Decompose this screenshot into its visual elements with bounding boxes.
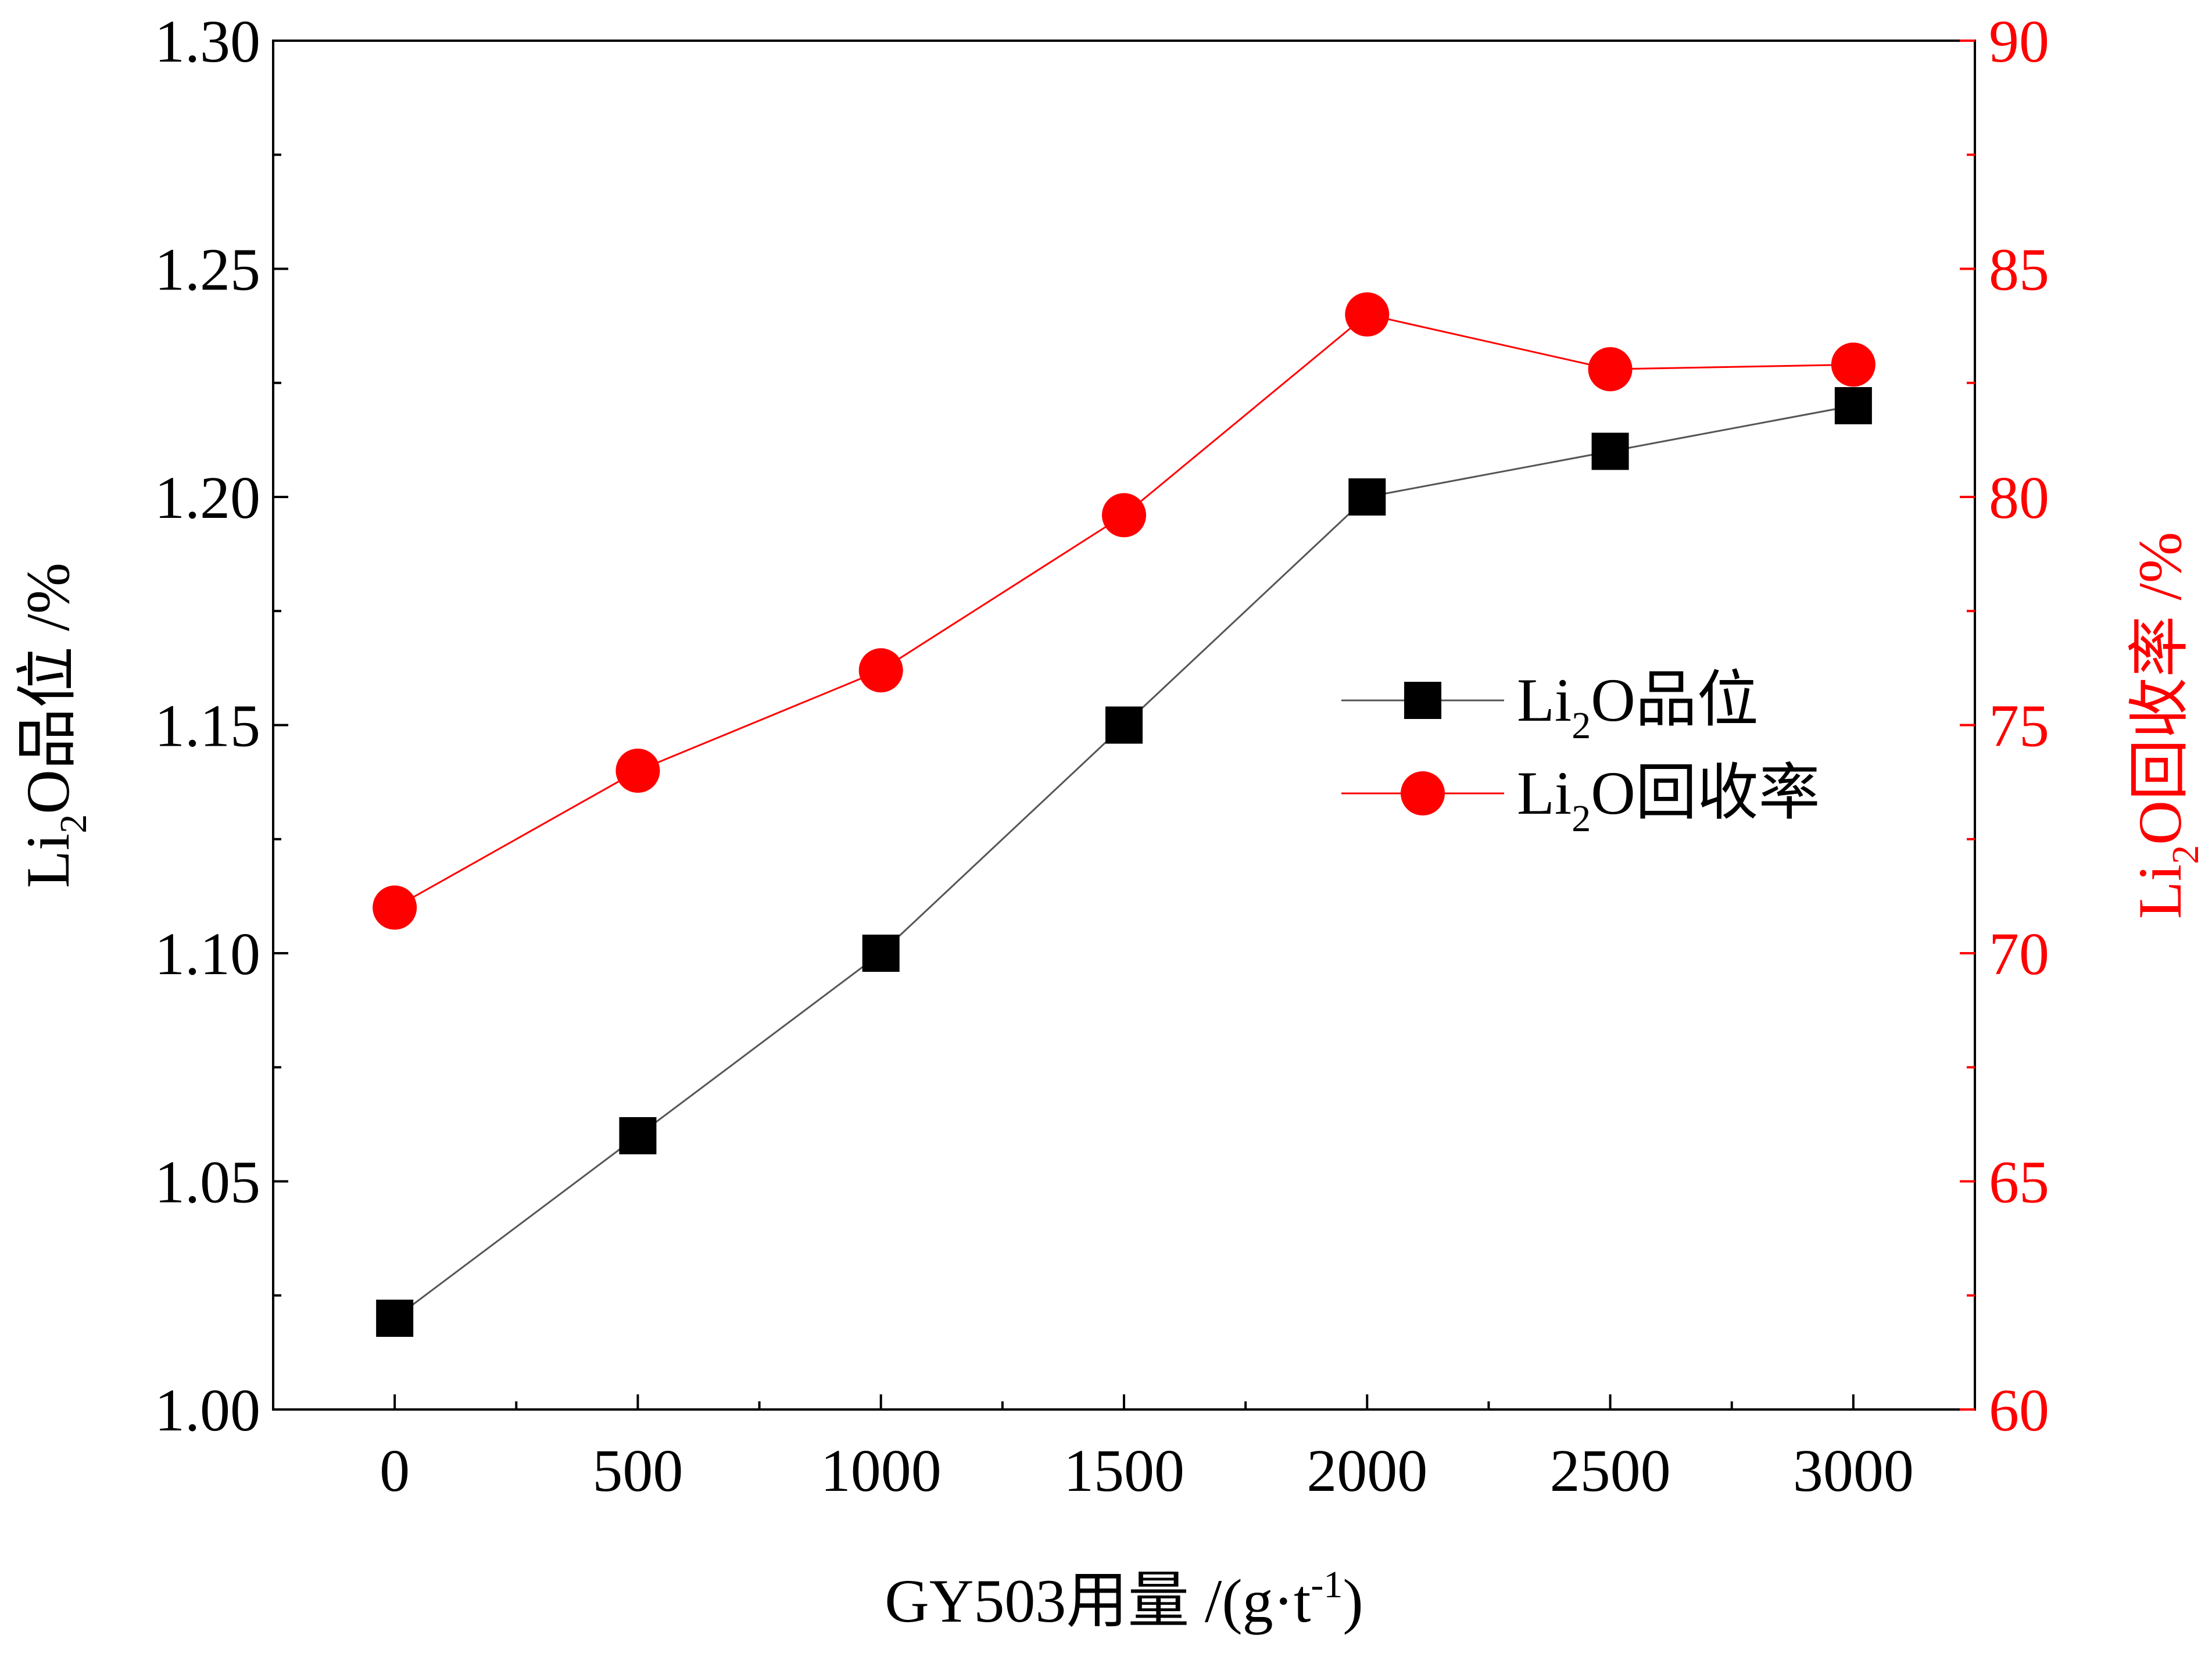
left-tick-label: 1.00 — [155, 1377, 260, 1444]
left-y-axis-label: Li2O品位 /% — [14, 563, 95, 888]
data-point-circle — [1102, 493, 1146, 538]
right-tick-label: 70 — [1989, 921, 2049, 988]
data-point-square — [1591, 432, 1629, 470]
data-point-circle — [373, 885, 417, 930]
left-tick-label: 1.15 — [155, 693, 260, 760]
x-axis-ticks: 0 500 1000 1500 2000 2500 3000 — [380, 1394, 1914, 1504]
legend-item-grade: Li2O品位 — [1341, 666, 1759, 747]
right-tick-label: 80 — [1989, 464, 2049, 531]
x-tick-label: 500 — [592, 1437, 683, 1504]
right-axis-ticks: 60 65 70 75 80 85 90 — [1960, 8, 2049, 1444]
left-tick-label: 1.20 — [155, 464, 260, 531]
data-point-square — [376, 1300, 414, 1337]
data-point-square — [619, 1117, 657, 1154]
legend: Li2O品位 Li2O回收率 — [1341, 666, 1820, 840]
left-axis-ticks: 1.00 1.05 1.10 1.15 1.20 1.25 1.30 — [155, 8, 288, 1444]
data-point-circle — [615, 749, 660, 793]
x-axis-label: GY503用量 /(g·t-1) — [885, 1564, 1363, 1635]
series-layer — [373, 292, 1875, 1337]
data-point-circle — [1345, 292, 1390, 337]
data-point-circle — [858, 648, 903, 693]
x-tick-label: 1500 — [1064, 1437, 1184, 1504]
data-point-square — [1834, 387, 1872, 424]
right-tick-label: 75 — [1989, 693, 2049, 760]
data-point-square — [1105, 706, 1143, 744]
right-y-axis-label: Li2O回收率 /% — [2126, 532, 2207, 919]
data-point-square — [862, 935, 900, 972]
right-tick-label: 60 — [1989, 1377, 2049, 1444]
x-tick-label: 2000 — [1307, 1437, 1427, 1504]
legend-label-grade: Li2O品位 — [1517, 666, 1759, 747]
x-tick-label: 3000 — [1793, 1437, 1914, 1504]
legend-item-recovery: Li2O回收率 — [1341, 759, 1820, 840]
left-tick-label: 1.10 — [155, 921, 260, 988]
legend-label-recovery: Li2O回收率 — [1517, 759, 1820, 840]
right-tick-label: 65 — [1989, 1149, 2049, 1216]
right-tick-label: 90 — [1989, 8, 2049, 75]
right-tick-label: 85 — [1989, 237, 2049, 303]
legend-marker-circle — [1401, 771, 1445, 815]
x-tick-label: 0 — [380, 1437, 410, 1504]
x-tick-label: 2500 — [1550, 1437, 1671, 1504]
series-line-left — [394, 405, 1854, 1319]
data-point-square — [1348, 478, 1386, 516]
data-point-circle — [1588, 347, 1633, 392]
left-tick-label: 1.05 — [155, 1149, 260, 1216]
left-tick-label: 1.25 — [155, 237, 260, 303]
data-point-circle — [1831, 342, 1875, 387]
left-tick-label: 1.30 — [155, 8, 260, 75]
legend-marker-square — [1404, 682, 1441, 719]
x-tick-label: 1000 — [821, 1437, 942, 1504]
